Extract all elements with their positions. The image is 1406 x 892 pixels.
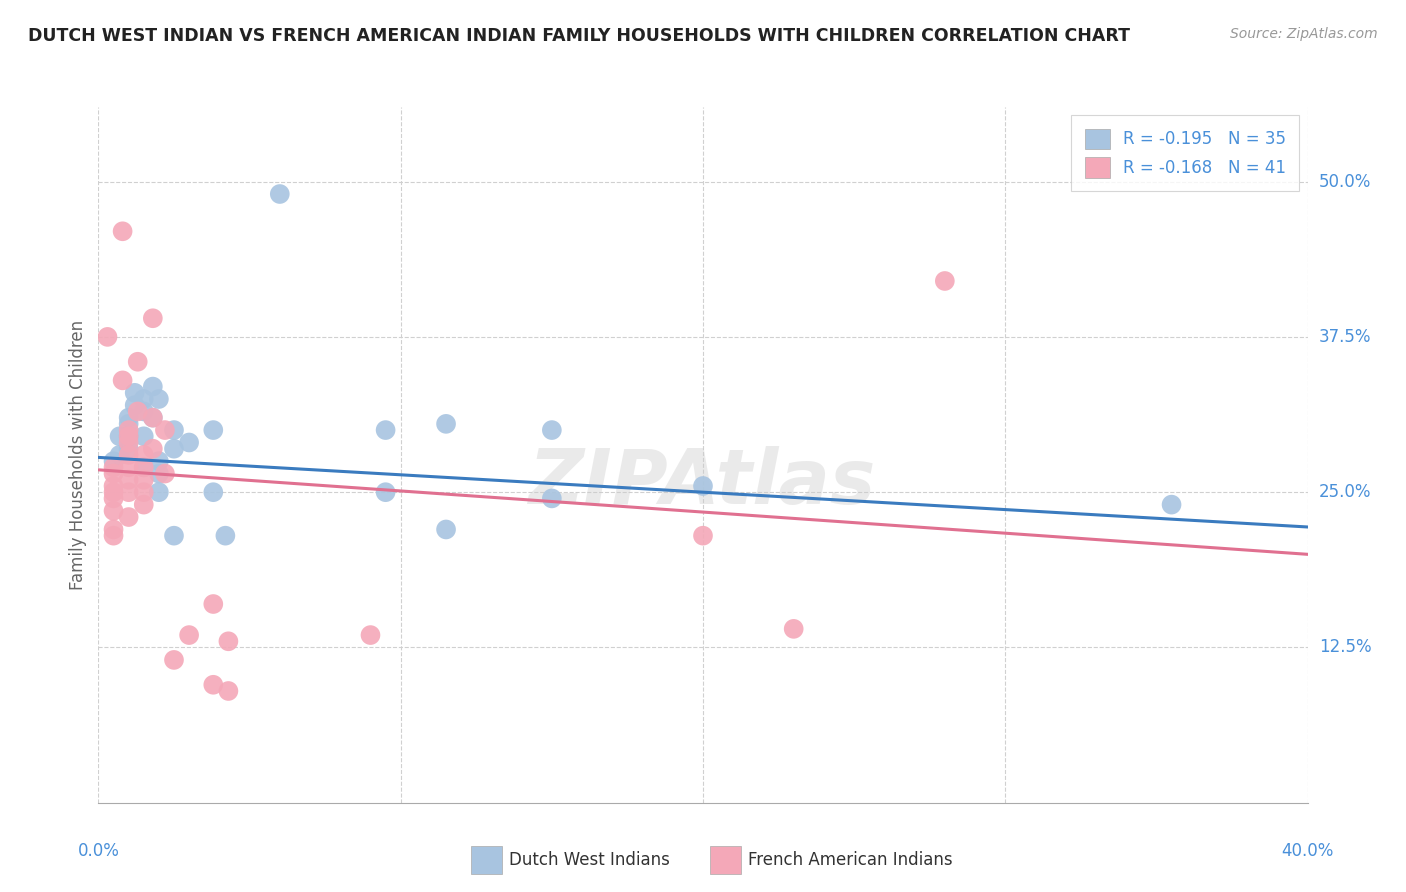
- Point: [163, 529, 186, 543]
- Text: Dutch West Indians: Dutch West Indians: [509, 851, 669, 869]
- Text: Source: ZipAtlas.com: Source: ZipAtlas.com: [1230, 27, 1378, 41]
- Point: [103, 467, 125, 481]
- Point: [118, 435, 141, 450]
- Point: [108, 448, 131, 462]
- Point: [148, 467, 170, 481]
- Point: [692, 479, 714, 493]
- Point: [103, 460, 125, 475]
- Point: [1160, 498, 1182, 512]
- Text: 25.0%: 25.0%: [1319, 483, 1371, 501]
- Point: [153, 423, 176, 437]
- Point: [127, 355, 149, 369]
- Point: [118, 442, 141, 456]
- Point: [111, 224, 134, 238]
- Point: [96, 330, 118, 344]
- Point: [103, 529, 125, 543]
- Point: [934, 274, 956, 288]
- Text: 50.0%: 50.0%: [1319, 172, 1371, 191]
- Point: [118, 485, 141, 500]
- Point: [202, 597, 225, 611]
- Point: [692, 529, 714, 543]
- Point: [132, 429, 155, 443]
- Point: [142, 410, 165, 425]
- Point: [118, 460, 141, 475]
- Point: [132, 448, 155, 462]
- Point: [148, 454, 170, 468]
- Text: French American Indians: French American Indians: [748, 851, 953, 869]
- Point: [148, 392, 170, 406]
- Point: [124, 385, 146, 400]
- Point: [118, 423, 141, 437]
- Point: [118, 429, 141, 443]
- Point: [103, 523, 125, 537]
- Point: [103, 479, 125, 493]
- Point: [177, 628, 201, 642]
- Point: [163, 442, 186, 456]
- Point: [434, 523, 457, 537]
- Point: [103, 491, 125, 506]
- Point: [360, 628, 382, 642]
- Point: [374, 485, 396, 500]
- Point: [103, 454, 125, 468]
- Point: [118, 510, 141, 524]
- Point: [782, 622, 804, 636]
- Point: [132, 498, 155, 512]
- Point: [142, 311, 165, 326]
- Point: [132, 392, 155, 406]
- Point: [118, 417, 141, 431]
- Point: [269, 187, 291, 202]
- Point: [132, 460, 155, 475]
- Point: [132, 485, 155, 500]
- Point: [142, 379, 165, 393]
- Point: [202, 678, 225, 692]
- Point: [540, 491, 562, 506]
- Point: [177, 435, 201, 450]
- Point: [153, 467, 176, 481]
- Point: [118, 429, 141, 443]
- Text: 37.5%: 37.5%: [1319, 328, 1371, 346]
- Text: 12.5%: 12.5%: [1319, 639, 1371, 657]
- Point: [132, 473, 155, 487]
- Point: [118, 473, 141, 487]
- Legend: R = -0.195   N = 35, R = -0.168   N = 41: R = -0.195 N = 35, R = -0.168 N = 41: [1071, 115, 1299, 191]
- Point: [124, 398, 146, 412]
- Point: [127, 404, 149, 418]
- Text: ZIPAtlas: ZIPAtlas: [529, 446, 877, 520]
- Point: [118, 448, 141, 462]
- Point: [132, 460, 155, 475]
- Text: DUTCH WEST INDIAN VS FRENCH AMERICAN INDIAN FAMILY HOUSEHOLDS WITH CHILDREN CORR: DUTCH WEST INDIAN VS FRENCH AMERICAN IND…: [28, 27, 1130, 45]
- Y-axis label: Family Households with Children: Family Households with Children: [69, 320, 87, 590]
- Point: [148, 485, 170, 500]
- Point: [103, 504, 125, 518]
- Point: [540, 423, 562, 437]
- Point: [142, 442, 165, 456]
- Point: [202, 485, 225, 500]
- Point: [434, 417, 457, 431]
- Point: [118, 410, 141, 425]
- Point: [103, 485, 125, 500]
- Point: [217, 684, 239, 698]
- Point: [202, 423, 225, 437]
- Point: [214, 529, 236, 543]
- Text: 40.0%: 40.0%: [1281, 842, 1334, 860]
- Point: [111, 373, 134, 387]
- Point: [163, 423, 186, 437]
- Point: [163, 653, 186, 667]
- Point: [132, 404, 155, 418]
- Point: [374, 423, 396, 437]
- Point: [142, 410, 165, 425]
- Text: 0.0%: 0.0%: [77, 842, 120, 860]
- Point: [217, 634, 239, 648]
- Point: [108, 429, 131, 443]
